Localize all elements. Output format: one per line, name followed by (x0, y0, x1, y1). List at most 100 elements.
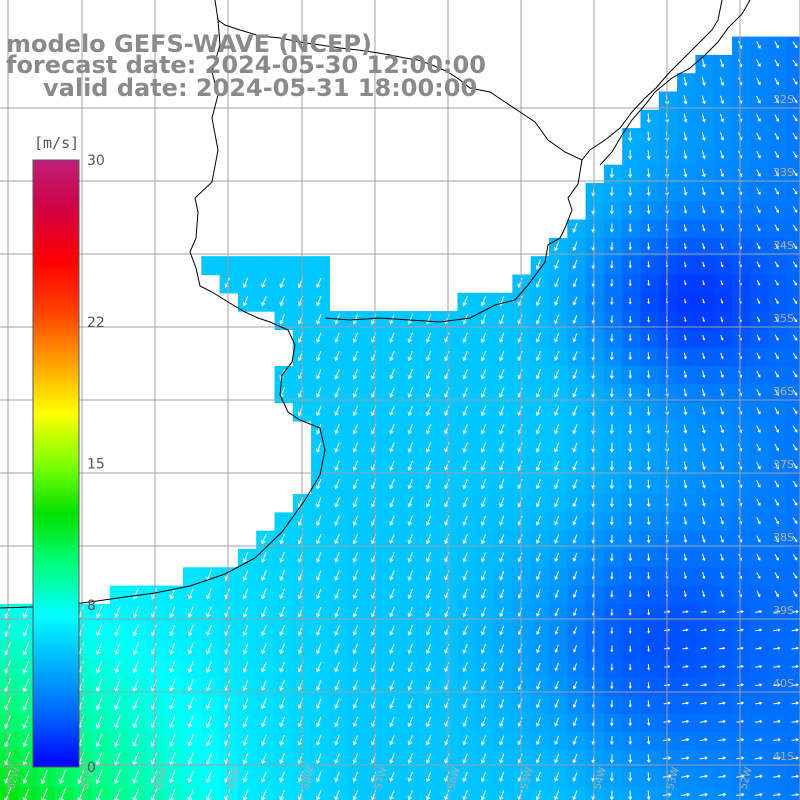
field-cell (109, 677, 129, 696)
wind-arrow (316, 442, 322, 453)
field-cell (219, 695, 239, 715)
wind-arrow (792, 316, 798, 323)
wind-arrow (407, 753, 413, 764)
field-cell (549, 732, 568, 751)
wind-arrow (756, 516, 761, 525)
wind-arrow (151, 588, 157, 600)
wind-arrow (720, 388, 724, 397)
wind-arrow (535, 717, 541, 727)
wind-arrow (517, 497, 523, 508)
field-cell (475, 603, 495, 623)
field-cell (420, 695, 440, 715)
field-cell (237, 658, 257, 678)
wind-arrow (754, 756, 763, 760)
wind-arrow (480, 387, 487, 398)
wind-arrow (628, 424, 633, 435)
field-cell (256, 695, 276, 715)
field-cell (347, 658, 367, 678)
wind-arrow (774, 572, 779, 580)
wind-arrow (425, 588, 432, 600)
field-cell (549, 658, 568, 678)
field-cell (475, 494, 495, 513)
field-cell (128, 750, 147, 770)
field-cell (585, 201, 605, 221)
field-cell (457, 420, 477, 440)
wind-arrow (206, 661, 212, 673)
wind-arrow (647, 645, 651, 652)
field-cell (475, 366, 495, 385)
wind-arrow (114, 715, 121, 729)
wind-arrow (791, 774, 800, 779)
wind-arrow (499, 698, 505, 709)
wind-arrow (573, 645, 578, 653)
wind-arrow (316, 314, 322, 325)
wind-arrow (754, 774, 763, 779)
field-cell (457, 695, 477, 715)
field-cell (347, 512, 367, 532)
field-cell (512, 402, 532, 422)
wind-arrow (684, 316, 687, 323)
field-cell (128, 713, 147, 733)
field-cell (695, 311, 715, 330)
wind-arrow (554, 662, 559, 672)
field-cell (329, 530, 349, 550)
field-cell (420, 603, 440, 623)
field-cell (237, 786, 257, 800)
field-cell (695, 603, 715, 623)
field-cell (567, 640, 587, 660)
field-cell (91, 695, 111, 715)
field-cell (494, 713, 513, 733)
wind-arrow (609, 168, 615, 179)
field-cell (256, 658, 276, 678)
field-cell (622, 768, 642, 788)
field-cell (585, 475, 605, 495)
field-cell (329, 768, 349, 788)
wind-arrow (205, 770, 212, 784)
wind-arrow (554, 278, 560, 288)
field-cell (219, 274, 239, 294)
field-cell (256, 292, 276, 312)
field-cell (18, 695, 38, 715)
wind-arrow (647, 609, 651, 616)
field-cell (494, 475, 513, 495)
field-cell (786, 494, 800, 513)
field-cell (475, 640, 495, 660)
field-cell (640, 622, 660, 642)
wind-arrow (774, 151, 779, 159)
wind-arrow (352, 753, 359, 764)
field-cell (36, 768, 56, 788)
field-cell (494, 530, 513, 550)
field-cell (457, 732, 477, 751)
wind-arrow (572, 790, 578, 800)
field-cell (585, 677, 605, 696)
wind-arrow (334, 350, 340, 362)
field-cell (183, 732, 202, 751)
field-cell (713, 768, 733, 788)
wind-arrow (536, 589, 541, 599)
wind-arrow (499, 735, 505, 746)
wind-arrow (792, 590, 798, 598)
wind-arrow (22, 660, 30, 674)
field-cell (549, 695, 568, 715)
field-cell (567, 329, 587, 349)
colorbar-tick-label: 8 (87, 598, 96, 614)
field-cell (402, 567, 422, 587)
wind-arrow (316, 716, 322, 728)
field-cell (0, 695, 19, 715)
field-cell (311, 530, 330, 550)
field-cell (530, 420, 550, 440)
field-cell (549, 750, 568, 770)
coastline-brazil (599, 0, 751, 166)
wind-arrow (132, 679, 139, 692)
latitude-label: 34S (773, 239, 794, 252)
field-cell (622, 494, 642, 513)
wind-arrow (425, 405, 432, 417)
field-cell (567, 366, 587, 385)
field-cell (732, 622, 751, 642)
wind-arrow (242, 588, 249, 600)
wind-arrow (334, 588, 340, 600)
field-cell (640, 146, 660, 166)
wind-arrow (169, 679, 176, 692)
field-cell (786, 585, 800, 605)
field-cell (786, 36, 800, 56)
